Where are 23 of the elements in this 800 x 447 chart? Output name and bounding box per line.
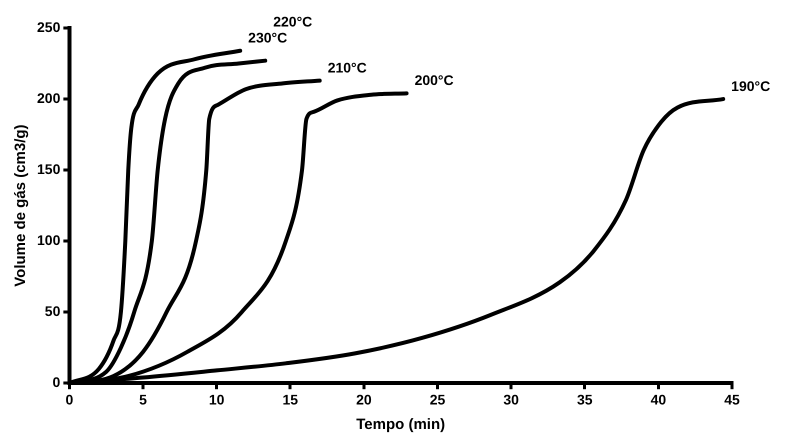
y-tick-label: 150 (37, 160, 61, 177)
y-tick-label: 200 (37, 90, 61, 106)
x-tick-label: 0 (65, 391, 74, 408)
series-label: 230°C (248, 30, 288, 46)
series-label: 210°C (328, 59, 367, 76)
x-axis-title: Tempo (min) (356, 416, 446, 434)
x-tick-label: 40 (650, 391, 666, 408)
y-tick-label: 250 (37, 18, 61, 35)
y-axis-title: Volume de gás (cm3/g) (12, 124, 30, 287)
x-tick-label: 5 (139, 391, 148, 408)
x-tick-label: 35 (576, 391, 593, 408)
text: 220°C (273, 14, 312, 30)
x-tick-label: 25 (430, 391, 446, 408)
y-tick-label: 50 (44, 303, 61, 320)
x-tick-label: 10 (208, 391, 225, 408)
y-tick-label: 0 (52, 374, 61, 390)
series-label: 200°C (414, 72, 454, 88)
x-tick-label: 20 (356, 391, 372, 408)
y-tick-label: 100 (37, 232, 61, 248)
x-tick-label: 30 (503, 391, 520, 408)
x-tick-label: 15 (282, 391, 298, 408)
series-label: 190°C (731, 78, 770, 94)
x-tick-label: 45 (724, 391, 740, 408)
